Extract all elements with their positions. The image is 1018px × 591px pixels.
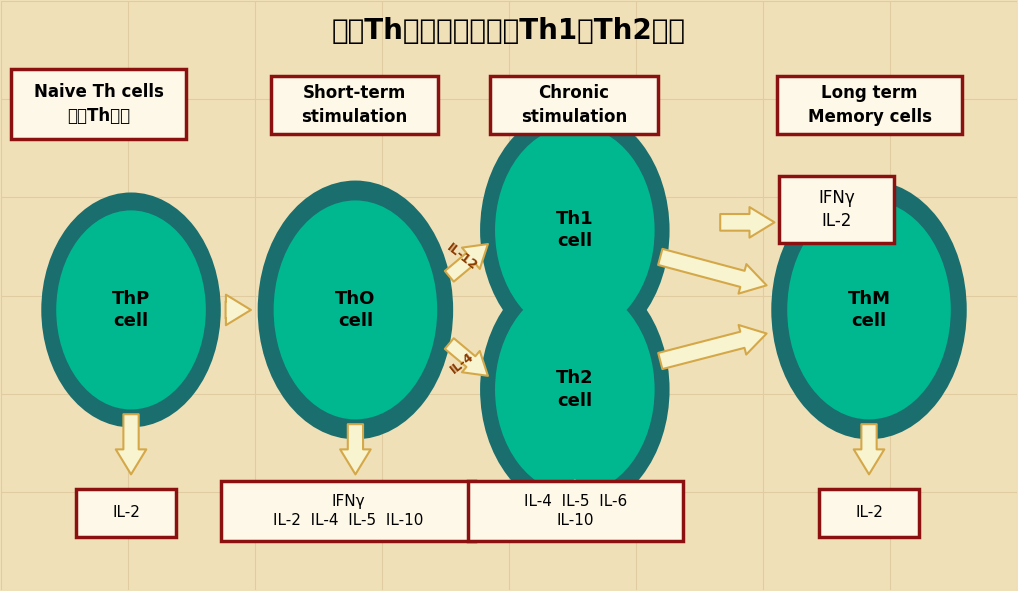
FancyBboxPatch shape: [819, 489, 919, 537]
FancyArrowPatch shape: [720, 207, 775, 238]
Text: Th1
cell: Th1 cell: [556, 210, 593, 251]
Text: IL-2: IL-2: [112, 505, 140, 521]
Ellipse shape: [274, 200, 437, 420]
FancyBboxPatch shape: [221, 481, 475, 541]
Text: Chronic
stimulation: Chronic stimulation: [520, 84, 627, 126]
FancyBboxPatch shape: [468, 481, 682, 541]
Text: Long term
Memory cells: Long term Memory cells: [807, 84, 931, 126]
FancyArrowPatch shape: [658, 249, 767, 294]
Text: IFNγ
IL-2: IFNγ IL-2: [818, 189, 855, 230]
FancyBboxPatch shape: [779, 176, 894, 243]
Text: IL-2: IL-2: [855, 505, 883, 521]
Text: IFNγ
IL-2  IL-4  IL-5  IL-10: IFNγ IL-2 IL-4 IL-5 IL-10: [273, 493, 423, 528]
Ellipse shape: [258, 180, 453, 439]
FancyArrowPatch shape: [226, 295, 250, 325]
FancyArrowPatch shape: [340, 424, 371, 475]
Text: ThO
cell: ThO cell: [335, 290, 376, 330]
FancyArrowPatch shape: [560, 480, 590, 505]
FancyBboxPatch shape: [490, 76, 658, 134]
Ellipse shape: [480, 108, 670, 353]
FancyArrowPatch shape: [854, 424, 885, 475]
Ellipse shape: [56, 210, 206, 410]
Ellipse shape: [495, 126, 655, 335]
FancyArrowPatch shape: [659, 325, 767, 369]
Text: IL-12: IL-12: [444, 241, 479, 273]
FancyArrowPatch shape: [116, 414, 147, 475]
Ellipse shape: [772, 180, 967, 439]
Ellipse shape: [495, 285, 655, 494]
Text: IL-4: IL-4: [448, 349, 476, 376]
FancyBboxPatch shape: [778, 76, 962, 134]
FancyBboxPatch shape: [271, 76, 438, 134]
FancyArrowPatch shape: [445, 244, 488, 282]
Text: Short-term
stimulation: Short-term stimulation: [301, 84, 407, 126]
FancyBboxPatch shape: [76, 489, 176, 537]
Text: IL-4  IL-5  IL-6
IL-10: IL-4 IL-5 IL-6 IL-10: [523, 493, 627, 528]
FancyBboxPatch shape: [11, 69, 186, 139]
Text: ThM
cell: ThM cell: [848, 290, 891, 330]
Text: ThP
cell: ThP cell: [112, 290, 151, 330]
Ellipse shape: [787, 200, 951, 420]
Text: Th2
cell: Th2 cell: [556, 369, 593, 410]
FancyArrowPatch shape: [445, 338, 488, 376]
Ellipse shape: [42, 193, 221, 427]
Text: Naive Th cells
原始Th细胞: Naive Th cells 原始Th细胞: [34, 83, 164, 125]
Ellipse shape: [480, 267, 670, 512]
Text: 原始Th细胞可以分化为Th1和Th2细胞: 原始Th细胞可以分化为Th1和Th2细胞: [332, 17, 686, 46]
